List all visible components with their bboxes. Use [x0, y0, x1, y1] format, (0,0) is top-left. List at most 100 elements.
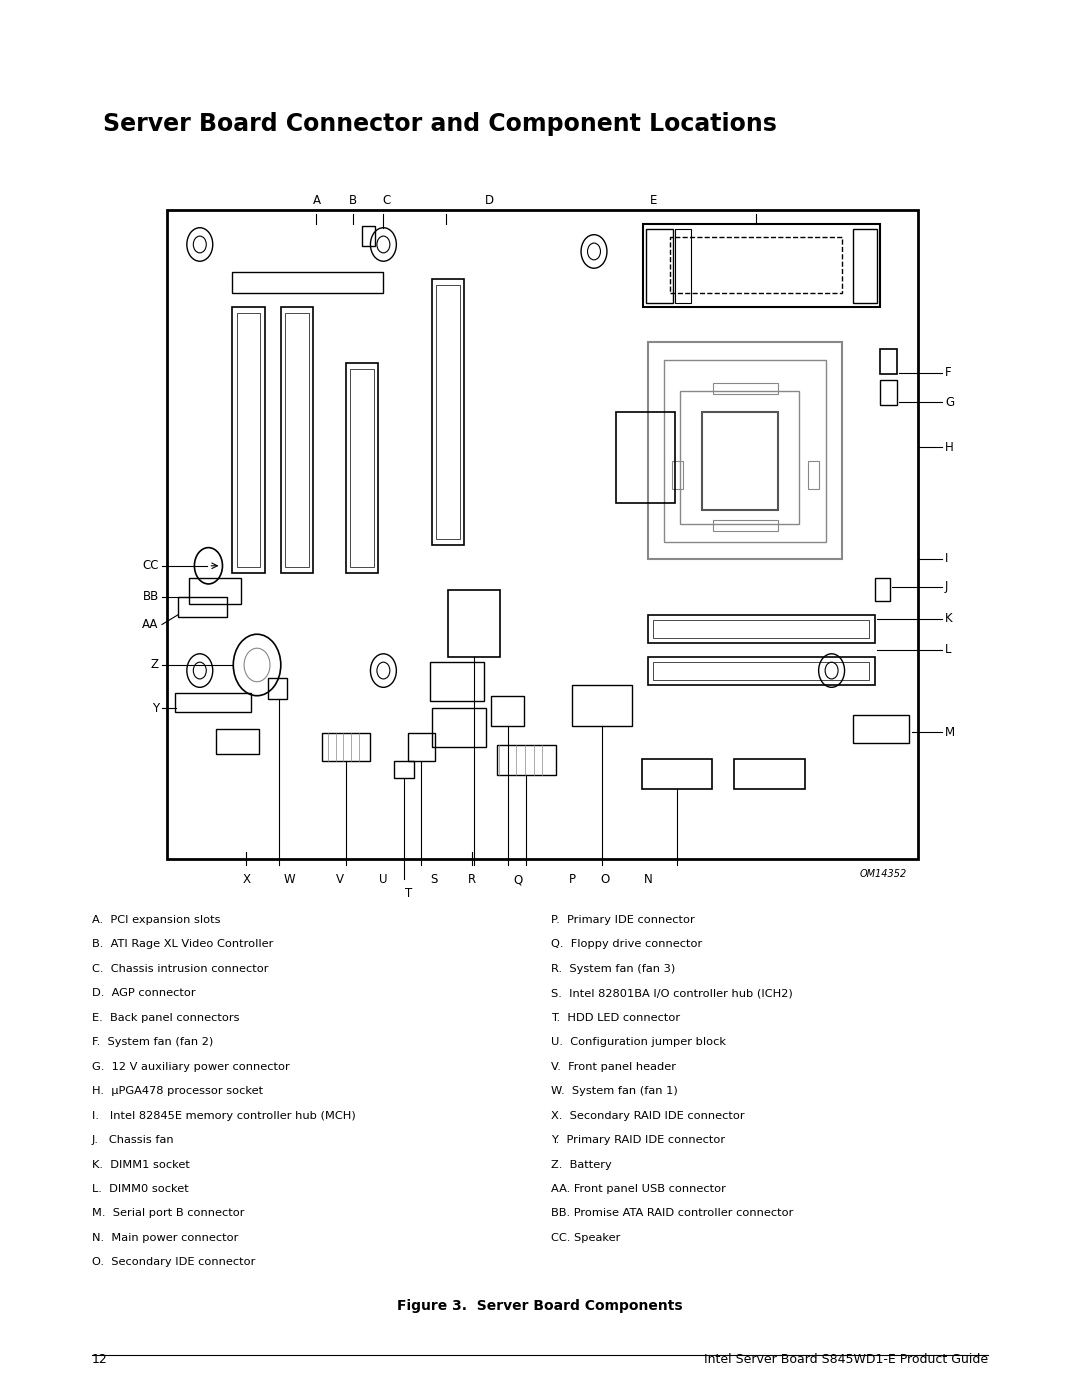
- Text: B: B: [349, 194, 357, 207]
- Bar: [875, 578, 890, 601]
- Text: T.  HDD LED connector: T. HDD LED connector: [551, 1013, 680, 1023]
- Text: A.  PCI expansion slots: A. PCI expansion slots: [92, 915, 220, 925]
- Bar: [216, 729, 259, 754]
- Text: Intel Server Board S845WD1-E Product Guide: Intel Server Board S845WD1-E Product Gui…: [704, 1354, 988, 1366]
- Bar: [350, 369, 374, 567]
- Bar: [322, 733, 370, 761]
- Text: B.  ATI Rage XL Video Controller: B. ATI Rage XL Video Controller: [92, 940, 273, 950]
- Text: P.  Primary IDE connector: P. Primary IDE connector: [551, 915, 694, 925]
- Text: S: S: [431, 873, 437, 886]
- Bar: [281, 307, 313, 573]
- Text: W.  System fan (fan 1): W. System fan (fan 1): [551, 1087, 677, 1097]
- Bar: [430, 662, 484, 701]
- Text: Z: Z: [151, 658, 159, 672]
- Text: K: K: [945, 612, 953, 626]
- Text: O: O: [600, 873, 609, 886]
- Bar: [642, 759, 712, 789]
- Bar: [408, 733, 435, 761]
- Text: CC. Speaker: CC. Speaker: [551, 1234, 620, 1243]
- Bar: [648, 342, 842, 559]
- Text: D.  AGP connector: D. AGP connector: [92, 989, 195, 999]
- Text: W: W: [284, 873, 295, 886]
- Text: T: T: [405, 887, 411, 900]
- Text: Server Board Connector and Component Locations: Server Board Connector and Component Loc…: [103, 112, 777, 136]
- Text: U: U: [379, 873, 388, 886]
- Text: G.  12 V auxiliary power connector: G. 12 V auxiliary power connector: [92, 1062, 289, 1071]
- Bar: [491, 696, 524, 726]
- Bar: [880, 380, 897, 405]
- Bar: [285, 313, 309, 567]
- Bar: [664, 360, 826, 542]
- Bar: [713, 383, 778, 394]
- Text: V: V: [336, 873, 345, 886]
- Text: M: M: [945, 725, 955, 739]
- Bar: [167, 210, 918, 859]
- Text: AA: AA: [143, 617, 159, 631]
- Bar: [880, 349, 897, 374]
- Bar: [734, 759, 805, 789]
- Bar: [646, 229, 673, 303]
- Text: S.  Intel 82801BA I/O controller hub (ICH2): S. Intel 82801BA I/O controller hub (ICH…: [551, 989, 793, 999]
- Text: L.  DIMM0 socket: L. DIMM0 socket: [92, 1185, 189, 1194]
- Text: N.  Main power connector: N. Main power connector: [92, 1234, 239, 1243]
- Text: H: H: [945, 440, 954, 454]
- Bar: [808, 461, 819, 489]
- Text: C.  Chassis intrusion connector: C. Chassis intrusion connector: [92, 964, 268, 974]
- Bar: [680, 391, 799, 524]
- Bar: [713, 520, 778, 531]
- Text: O.  Secondary IDE connector: O. Secondary IDE connector: [92, 1257, 255, 1267]
- Bar: [178, 597, 227, 617]
- Bar: [268, 678, 287, 698]
- Bar: [362, 226, 375, 246]
- Text: J: J: [945, 580, 948, 594]
- Text: AA. Front panel USB connector: AA. Front panel USB connector: [551, 1185, 726, 1194]
- Bar: [653, 662, 869, 680]
- Bar: [346, 363, 378, 573]
- Text: Q: Q: [514, 873, 523, 886]
- Bar: [702, 412, 778, 510]
- Bar: [670, 237, 842, 293]
- Bar: [572, 685, 632, 726]
- Bar: [237, 313, 260, 567]
- Bar: [497, 745, 556, 775]
- Bar: [853, 229, 877, 303]
- Bar: [643, 224, 880, 307]
- Bar: [436, 285, 460, 539]
- Bar: [653, 620, 869, 638]
- Text: F.  System fan (fan 2): F. System fan (fan 2): [92, 1038, 213, 1048]
- Text: Y.  Primary RAID IDE connector: Y. Primary RAID IDE connector: [551, 1134, 725, 1146]
- Text: CC: CC: [143, 559, 159, 573]
- Text: P: P: [569, 873, 576, 886]
- Bar: [394, 761, 414, 778]
- Text: U.  Configuration jumper block: U. Configuration jumper block: [551, 1038, 726, 1048]
- Bar: [448, 590, 500, 657]
- Bar: [616, 412, 675, 503]
- Text: E.  Back panel connectors: E. Back panel connectors: [92, 1013, 240, 1023]
- Bar: [432, 279, 464, 545]
- Bar: [672, 461, 683, 489]
- Bar: [675, 229, 691, 303]
- Text: BB. Promise ATA RAID controller connector: BB. Promise ATA RAID controller connecto…: [551, 1208, 793, 1218]
- Text: Z.  Battery: Z. Battery: [551, 1160, 611, 1169]
- Text: Figure 3.  Server Board Components: Figure 3. Server Board Components: [397, 1299, 683, 1313]
- Text: G: G: [945, 395, 954, 409]
- Bar: [189, 578, 241, 604]
- Bar: [648, 615, 875, 643]
- Bar: [853, 715, 909, 743]
- Text: Q.  Floppy drive connector: Q. Floppy drive connector: [551, 940, 702, 950]
- Text: N: N: [644, 873, 652, 886]
- Text: E: E: [650, 194, 657, 207]
- Text: M.  Serial port B connector: M. Serial port B connector: [92, 1208, 244, 1218]
- Text: V.  Front panel header: V. Front panel header: [551, 1062, 676, 1071]
- Bar: [232, 307, 265, 573]
- Text: X: X: [242, 873, 251, 886]
- Text: I.   Intel 82845E memory controller hub (MCH): I. Intel 82845E memory controller hub (M…: [92, 1111, 355, 1120]
- Text: BB: BB: [143, 590, 159, 604]
- Bar: [432, 708, 486, 747]
- Text: X.  Secondary RAID IDE connector: X. Secondary RAID IDE connector: [551, 1111, 744, 1120]
- Bar: [648, 657, 875, 685]
- Bar: [232, 272, 383, 293]
- Text: C: C: [382, 194, 391, 207]
- Text: R.  System fan (fan 3): R. System fan (fan 3): [551, 964, 675, 974]
- Text: L: L: [945, 643, 951, 657]
